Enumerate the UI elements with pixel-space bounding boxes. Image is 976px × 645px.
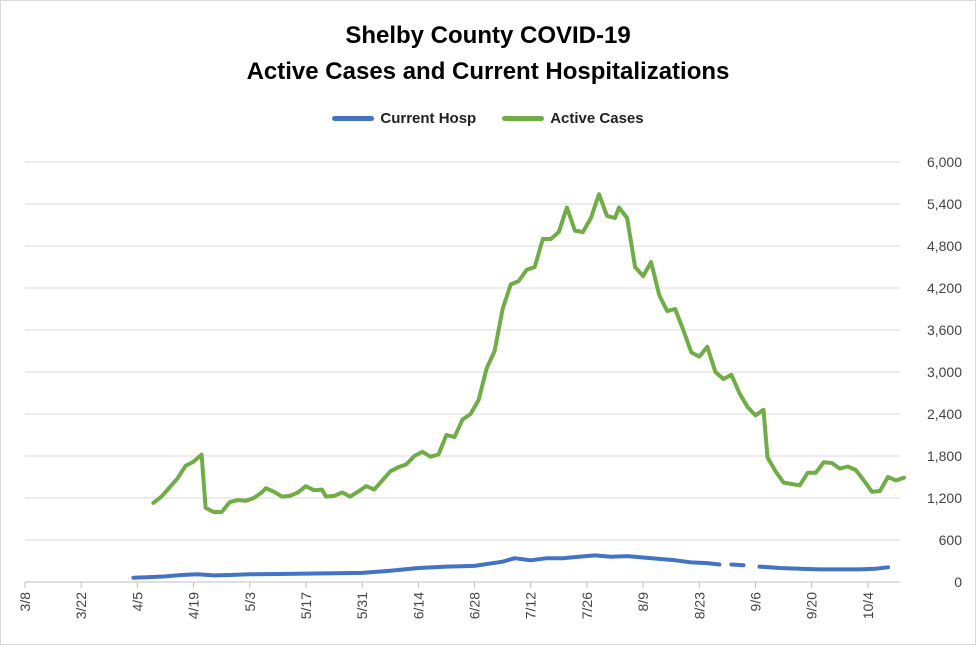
x-tick-label: 10/4 — [860, 592, 876, 619]
y-tick-label: 600 — [939, 532, 963, 548]
y-tick-label: 1,200 — [927, 490, 962, 506]
legend-label-current-hosp: Current Hosp — [380, 110, 477, 127]
y-tick-label: 3,000 — [927, 364, 962, 380]
x-tick-label: 5/31 — [354, 592, 370, 619]
y-tick-label: 4,200 — [927, 280, 962, 296]
y-tick-label: 2,400 — [927, 406, 962, 422]
x-tick-label: 6/28 — [467, 592, 483, 619]
x-tick-label: 7/26 — [579, 592, 595, 619]
legend-swatch-active-cases — [502, 116, 545, 121]
y-tick-label: 4,800 — [927, 238, 962, 254]
x-tick-label: 3/8 — [17, 592, 33, 612]
x-tick-label: 9/6 — [748, 592, 764, 612]
y-tick-label: 3,600 — [927, 322, 962, 338]
x-tick-label: 3/22 — [73, 592, 89, 619]
chart-title: Shelby County COVID-19 — [345, 22, 631, 49]
legend-swatch-current-hosp — [332, 116, 375, 121]
y-tick-label: 6,000 — [927, 154, 962, 170]
legend-item-active-cases: Active Cases — [502, 110, 644, 127]
series-line-active-cases — [151, 192, 906, 514]
series-line-current-hosp — [131, 553, 890, 580]
x-tick-label: 8/23 — [691, 592, 707, 619]
x-tick-label: 4/19 — [186, 592, 202, 619]
chart-legend: Current Hosp Active Cases — [0, 110, 976, 127]
y-tick-label: 1,800 — [927, 448, 962, 464]
x-tick-label: 4/5 — [129, 592, 145, 612]
chart-subtitle: Active Cases and Current Hospitalization… — [246, 58, 730, 85]
x-tick-label: 7/12 — [523, 592, 539, 619]
x-tick-label: 5/3 — [242, 592, 258, 612]
y-tick-label: 5,400 — [927, 196, 962, 212]
x-tick-label: 8/9 — [635, 592, 651, 612]
x-tick-label: 9/20 — [804, 592, 820, 619]
y-tick-label: 0 — [954, 574, 962, 590]
x-tick-label: 5/17 — [298, 592, 314, 619]
x-tick-label: 6/14 — [410, 592, 426, 619]
legend-item-current-hosp: Current Hosp — [332, 110, 476, 127]
legend-label-active-cases: Active Cases — [550, 110, 644, 127]
